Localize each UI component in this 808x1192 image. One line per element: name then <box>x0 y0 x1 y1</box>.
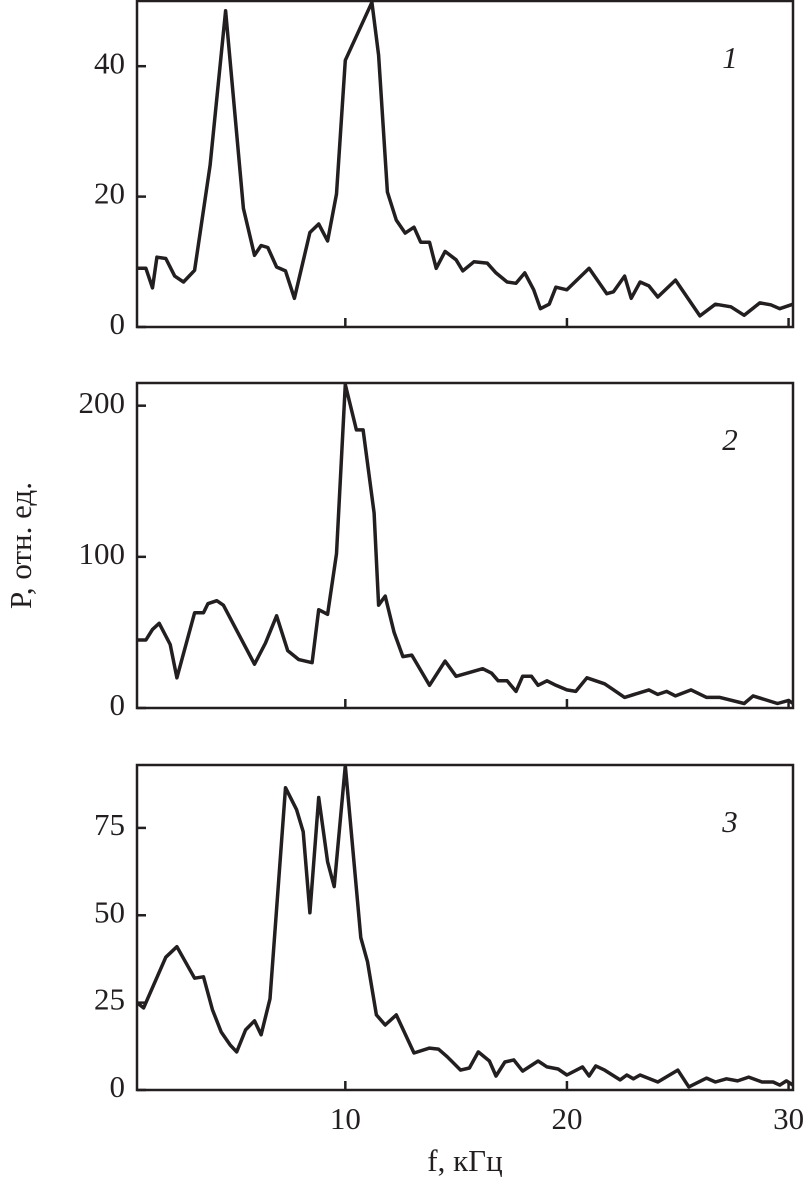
panel-label: 2 <box>722 422 738 457</box>
x-tick-label: 20 <box>551 1101 582 1136</box>
y-tick-label: 0 <box>110 1069 126 1104</box>
y-tick-label: 100 <box>79 536 126 571</box>
plot-frame <box>135 763 795 1092</box>
y-tick-label: 0 <box>110 306 126 341</box>
plot-frame <box>135 381 795 710</box>
y-tick-label: 40 <box>94 45 125 80</box>
panel-label: 3 <box>721 804 738 839</box>
y-tick-label: 50 <box>94 894 125 929</box>
data-line <box>137 0 794 318</box>
y-tick-label: 20 <box>94 176 125 211</box>
x-tick-label: 30 <box>773 1101 804 1136</box>
y-tick-label: 200 <box>79 385 126 420</box>
panel-label: 1 <box>722 40 738 75</box>
y-tick-label: 0 <box>110 687 126 722</box>
y-tick-label: 25 <box>94 982 125 1017</box>
plot-frame <box>135 0 795 329</box>
y-axis-label: P, отн. ед. <box>3 482 38 609</box>
y-tick-label: 75 <box>94 807 125 842</box>
data-line <box>135 763 794 1089</box>
x-axis-label: f, кГц <box>427 1143 502 1178</box>
data-line <box>137 382 795 706</box>
x-tick-label: 10 <box>330 1101 361 1136</box>
